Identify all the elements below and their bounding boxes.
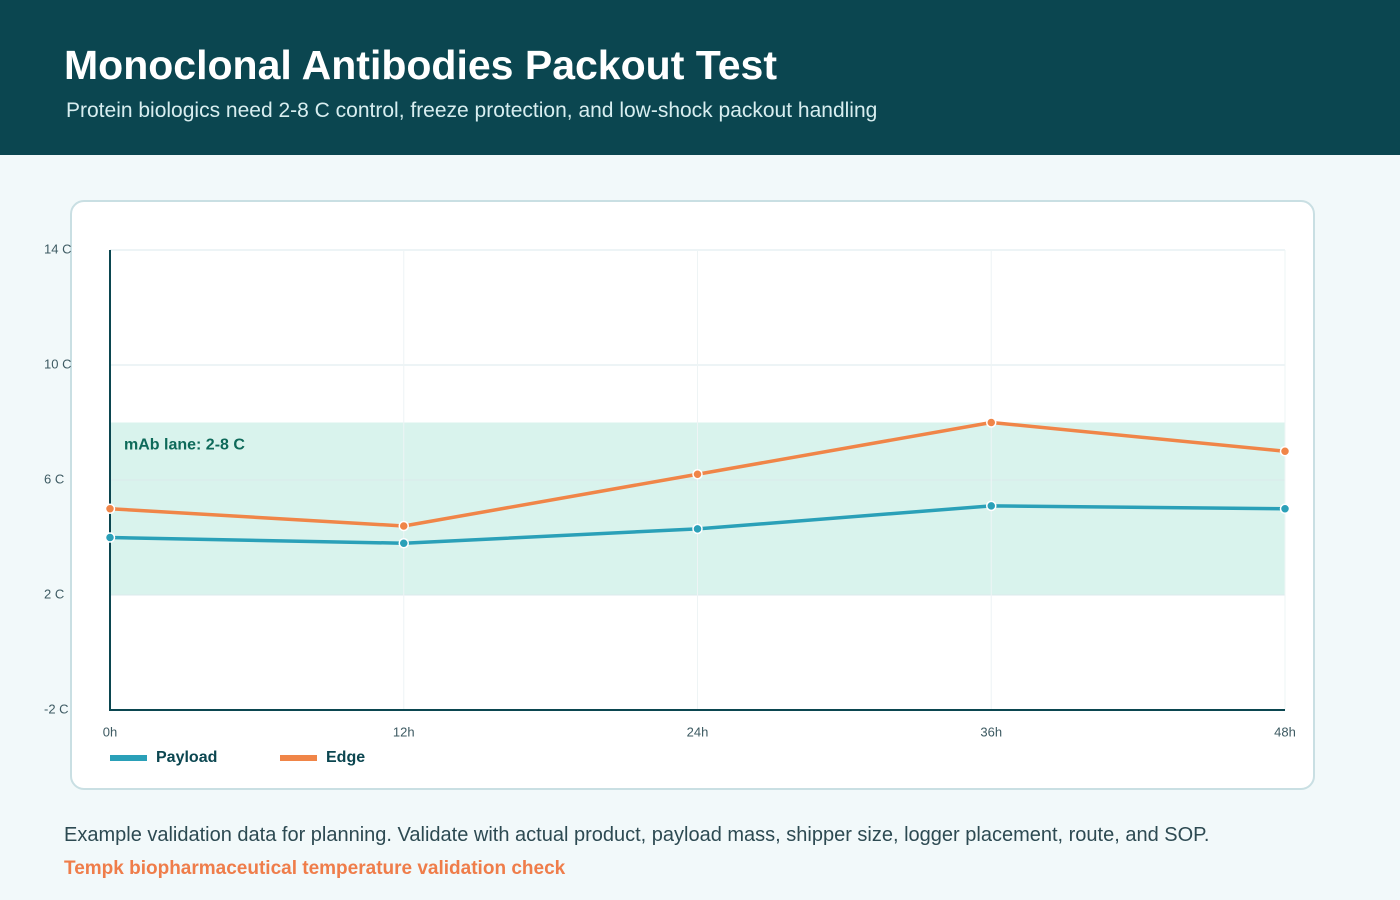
legend-label: Edge — [326, 749, 365, 766]
data-point — [104, 532, 116, 543]
data-point — [398, 520, 409, 532]
source-link[interactable]: Tempk biopharmaceutical temperature vali… — [64, 858, 566, 879]
legend-swatch — [110, 755, 147, 761]
header: Monoclonal Antibodies Packout Test Prote… — [0, 0, 1400, 155]
y-tick-label: 10 C — [44, 356, 71, 371]
legend-label: Payload — [156, 749, 217, 766]
x-tick-label: 36h — [980, 724, 1002, 739]
y-tick-label: 14 C — [44, 241, 71, 256]
data-point — [398, 538, 409, 549]
data-point — [986, 500, 997, 512]
y-tick-label: -2 C — [44, 701, 69, 716]
y-tick-label: 2 C — [44, 586, 64, 601]
data-point — [1279, 503, 1291, 514]
page-title: Monoclonal Antibodies Packout Test — [64, 42, 777, 88]
y-tick-label: 6 C — [44, 471, 64, 486]
x-tick-label: 24h — [687, 724, 709, 739]
band-label: mAb lane: 2-8 C — [124, 437, 245, 454]
footnote: Example validation data for planning. Va… — [64, 824, 1210, 846]
page-subtitle: Protein biologics need 2-8 C control, fr… — [66, 99, 878, 122]
data-point — [986, 417, 997, 428]
data-point — [104, 503, 116, 514]
data-point — [692, 523, 703, 535]
data-point — [1279, 446, 1291, 457]
x-tick-label: 48h — [1274, 724, 1296, 739]
x-tick-label: 0h — [103, 724, 117, 739]
x-tick-label: 12h — [393, 724, 415, 739]
data-point — [692, 469, 703, 480]
legend-swatch — [280, 755, 317, 761]
